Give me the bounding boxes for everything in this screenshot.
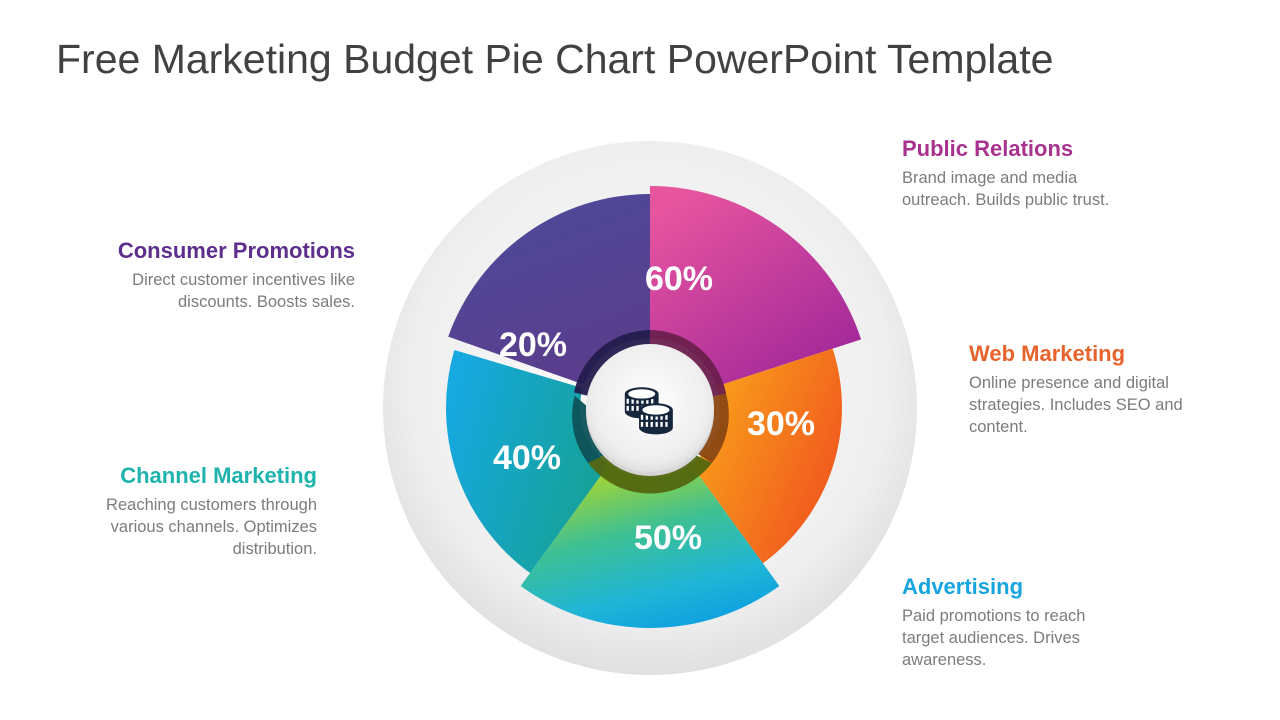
svg-text:40%: 40% [493, 439, 561, 477]
svg-text:30%: 30% [747, 405, 815, 443]
svg-text:50%: 50% [634, 519, 702, 557]
svg-text:60%: 60% [645, 260, 713, 298]
svg-text:20%: 20% [499, 326, 567, 364]
